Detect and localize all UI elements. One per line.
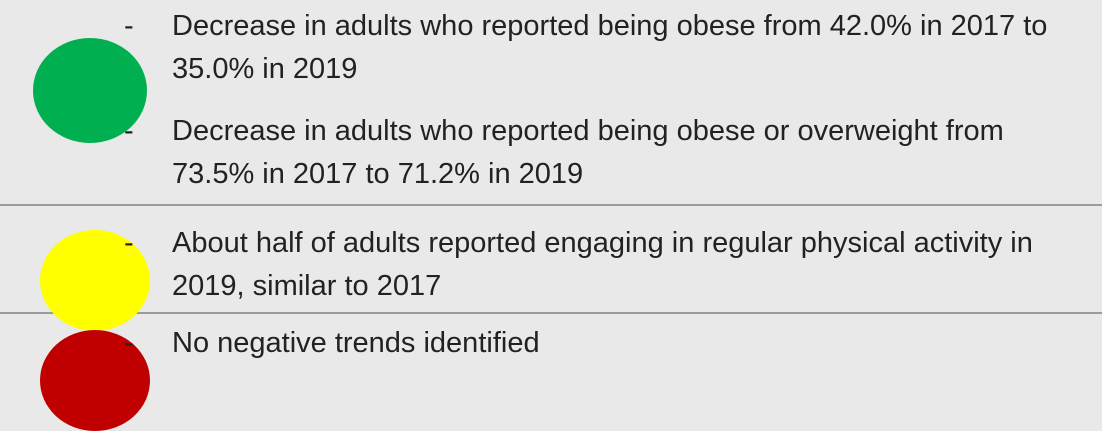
row: - No negative trends identified (0, 314, 1102, 431)
bullet-text: Decrease in adults who reported being ob… (172, 10, 1048, 85)
bullet-text: About half of adults reported engaging i… (172, 227, 1033, 302)
status-dot (33, 38, 147, 143)
status-dot (40, 230, 150, 332)
bullet: - (124, 327, 134, 359)
bullet: - (124, 227, 134, 259)
row: - About half of adults reported engaging … (0, 206, 1102, 332)
bullet-text: Decrease in adults who reported being ob… (172, 115, 1004, 190)
bullet: - (124, 10, 134, 42)
bullet-text: No negative trends identified (172, 327, 540, 359)
row: - Decrease in adults who reported being o… (0, 0, 1102, 206)
bullet: - (124, 115, 134, 147)
